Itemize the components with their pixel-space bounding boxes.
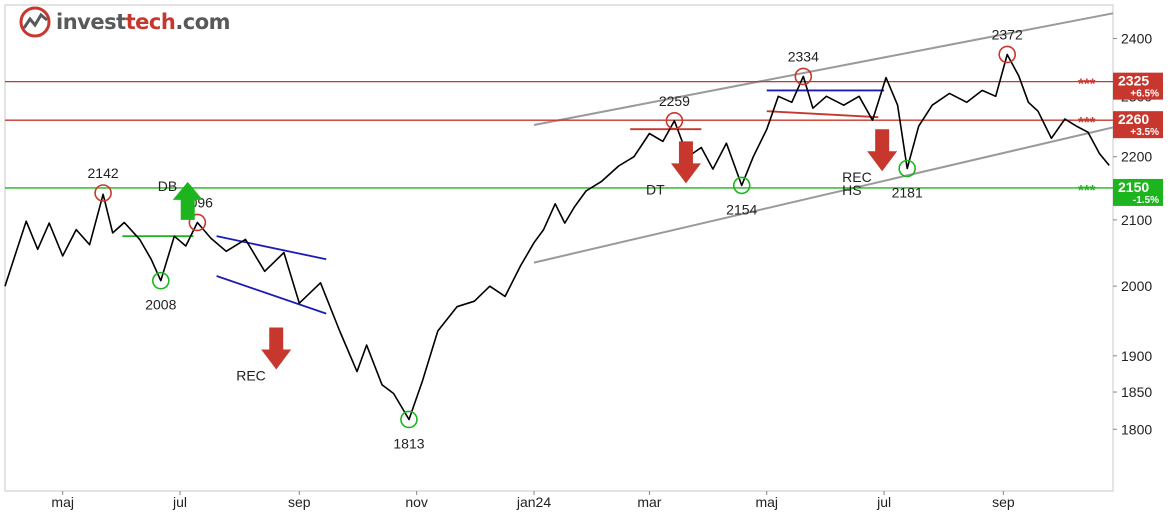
x-tick-label: sep bbox=[288, 494, 311, 510]
logo-text: investtech.com bbox=[56, 10, 231, 34]
level-stars: *** bbox=[1078, 182, 1096, 199]
y-tick-label: 1900 bbox=[1121, 348, 1152, 364]
signal-label: REC bbox=[236, 368, 266, 384]
level-stars: *** bbox=[1078, 114, 1096, 131]
x-tick-label: jul bbox=[876, 494, 891, 510]
level-value: 2150 bbox=[1118, 179, 1149, 195]
pattern-line bbox=[216, 235, 327, 261]
peak-label: 2372 bbox=[992, 26, 1023, 42]
signal-label: REC bbox=[842, 169, 872, 185]
bottom-marker bbox=[898, 159, 916, 178]
level-badge bbox=[1113, 111, 1163, 139]
peak-label: 1813 bbox=[393, 435, 424, 451]
peak-label: 2142 bbox=[88, 165, 119, 181]
level-value: 2260 bbox=[1118, 111, 1149, 127]
y-tick-label: 1850 bbox=[1121, 384, 1152, 400]
level-percent: -1.5% bbox=[1133, 195, 1159, 206]
pattern-line bbox=[216, 275, 327, 315]
top-marker bbox=[665, 111, 684, 130]
level-badge bbox=[1113, 72, 1163, 100]
sell-signal-arrow bbox=[670, 141, 701, 184]
top-marker bbox=[188, 213, 207, 232]
price-series bbox=[4, 53, 1110, 421]
top-marker bbox=[794, 67, 813, 86]
sell-signal-arrow bbox=[867, 129, 898, 172]
x-tick-label: maj bbox=[51, 494, 74, 510]
pattern-line bbox=[766, 110, 879, 119]
price-line bbox=[4, 53, 1110, 421]
x-tick-label: jul bbox=[172, 494, 187, 510]
signal-label: DB bbox=[158, 178, 177, 194]
peak-label: 2334 bbox=[788, 48, 819, 64]
y-tick-label: 1800 bbox=[1121, 421, 1152, 437]
x-tick-label: sep bbox=[992, 494, 1015, 510]
signal-label: DT bbox=[646, 181, 665, 197]
logo-text-domain: .com bbox=[175, 10, 231, 34]
top-marker bbox=[94, 184, 112, 202]
x-tick-label: mar bbox=[637, 494, 661, 510]
x-tick-label: nov bbox=[405, 494, 428, 510]
peak-label: 2008 bbox=[145, 297, 176, 313]
buy-signal-arrow bbox=[172, 181, 203, 220]
bottom-marker bbox=[400, 410, 418, 429]
bottom-marker bbox=[732, 176, 751, 195]
investtech-logo: investtech.com bbox=[18, 6, 231, 38]
y-tick-label: 2200 bbox=[1121, 149, 1152, 165]
y-tick-label: 2000 bbox=[1121, 278, 1152, 294]
logo-text-tech: tech bbox=[125, 10, 176, 34]
sell-signal-arrow bbox=[261, 327, 292, 370]
level-stars: *** bbox=[1078, 76, 1096, 93]
level-labels: *** 2325+6.5% *** 2260+3.5% *** 2150-1.5% bbox=[1078, 72, 1163, 206]
logo-text-invest: invest bbox=[56, 10, 126, 34]
peak-label: 2259 bbox=[659, 93, 690, 109]
peak-label: 2181 bbox=[892, 184, 923, 200]
bottom-marker bbox=[152, 271, 170, 290]
level-percent: +6.5% bbox=[1130, 89, 1159, 100]
pattern-lines bbox=[122, 89, 885, 315]
signal-label: HS bbox=[842, 182, 861, 198]
plot-frame bbox=[4, 4, 1114, 492]
x-tick-label: maj bbox=[755, 494, 778, 510]
logo-chart-icon bbox=[19, 6, 51, 38]
y-tick-label: 2400 bbox=[1121, 31, 1152, 47]
y-tick-label: 2100 bbox=[1121, 212, 1152, 228]
level-badge bbox=[1113, 178, 1163, 206]
peak-label: 2154 bbox=[726, 201, 757, 217]
channel-line bbox=[533, 12, 1114, 126]
channel-line bbox=[533, 126, 1114, 264]
trend-channel bbox=[533, 12, 1114, 264]
level-percent: +3.5% bbox=[1130, 127, 1159, 138]
top-marker bbox=[998, 45, 1017, 64]
level-value: 2325 bbox=[1118, 73, 1149, 89]
x-tick-label: jan24 bbox=[516, 494, 551, 510]
